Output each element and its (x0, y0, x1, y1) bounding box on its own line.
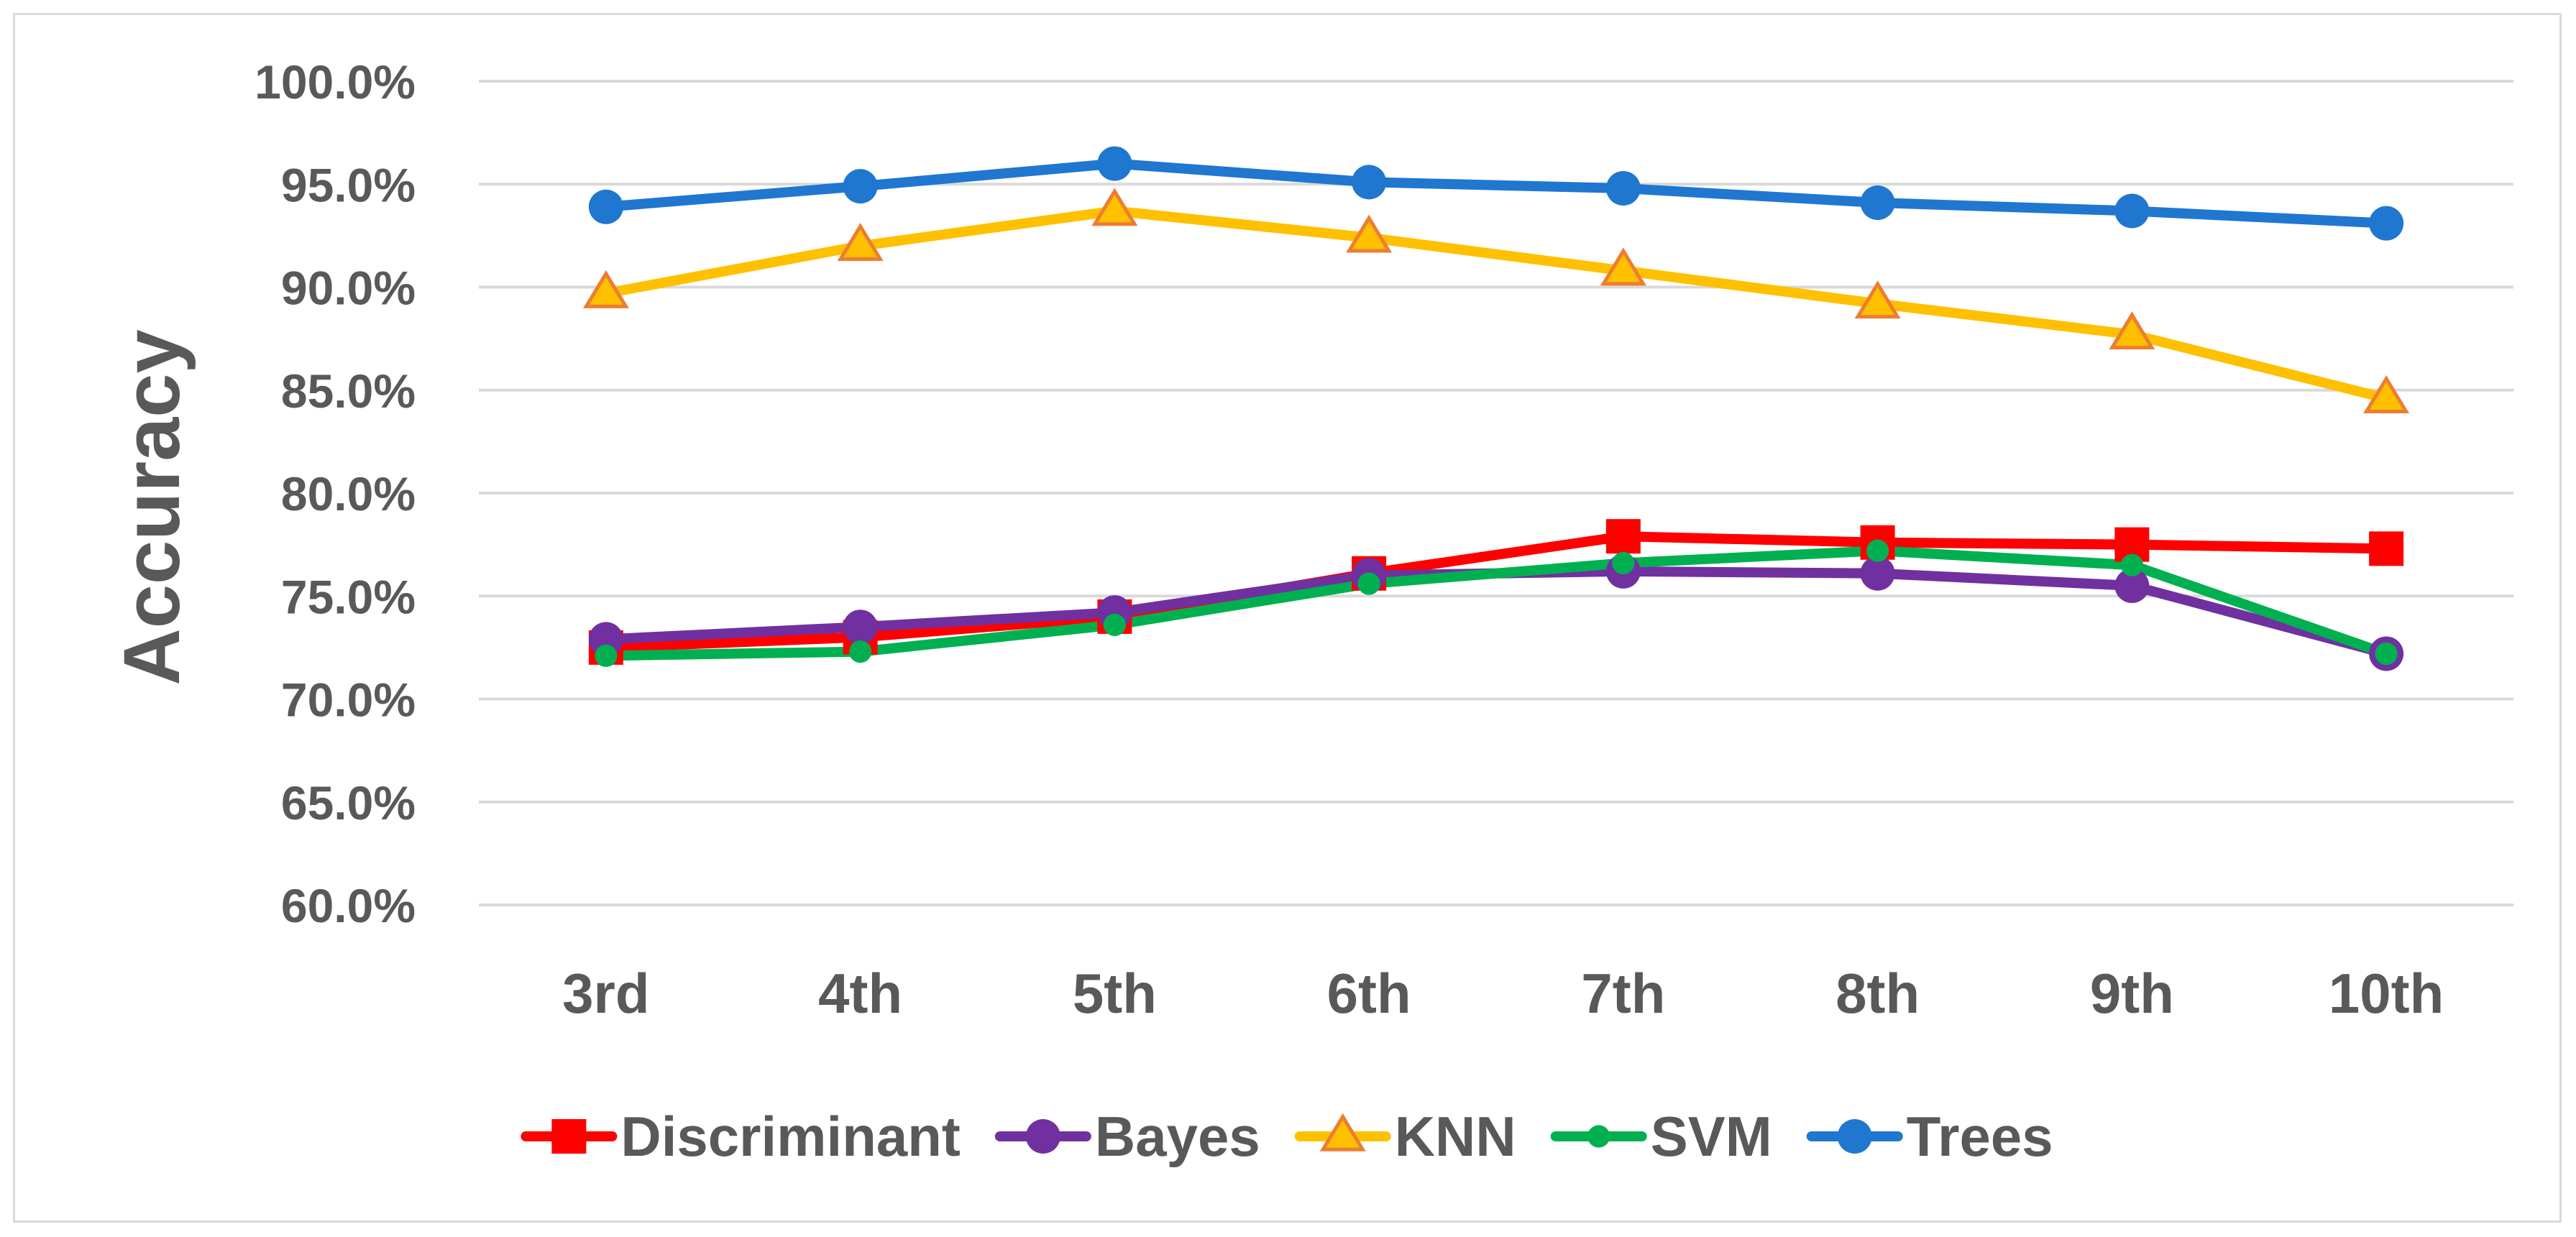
bayes-legend-label: Bayes (1095, 1105, 1260, 1168)
svm-data-point (1866, 539, 1889, 562)
chart-frame: 60.0% 65.0% 70.0% 75.0% 80.0% 85.0% 90.0% 95.0%… (13, 13, 2562, 1223)
knn-legend-label: KNN (1395, 1105, 1516, 1168)
knn-data-point (837, 223, 884, 261)
svm-data-point (2375, 642, 2398, 666)
y-tick-label: 75.0% (281, 570, 416, 623)
trees-data-point (588, 189, 623, 224)
legend: Discriminant Bayes KNN SVM Trees (521, 1105, 2053, 1168)
trees-data-point (2114, 193, 2150, 229)
x-tick-label: 5th (1073, 962, 1157, 1025)
svm-data-point (2120, 553, 2143, 576)
series-lines (600, 158, 2392, 661)
svm-data-point (1357, 572, 1380, 595)
trees-data-point (1605, 170, 1641, 206)
knn-series-line (600, 206, 2392, 404)
x-tick-label: 9th (2090, 962, 2174, 1025)
bayes-legend-marker (1025, 1119, 1060, 1154)
knn-legend-marker (1319, 1113, 1366, 1151)
discriminant-legend-marker (551, 1119, 587, 1154)
knn-data-point (1854, 280, 1901, 319)
x-tick-label: 6th (1327, 962, 1411, 1025)
y-tick-label: 90.0% (281, 262, 416, 315)
trees-data-point (1352, 165, 1387, 200)
discriminant-legend-label: Discriminant (620, 1105, 960, 1168)
svm-data-point (595, 644, 618, 667)
gridlines (479, 80, 2513, 906)
trees-legend-label: Trees (1907, 1105, 2053, 1168)
knn-data-point (2109, 311, 2155, 350)
svm-data-point (849, 640, 872, 663)
trees-data-point (1097, 146, 1132, 181)
knn-data-point (1346, 214, 1393, 253)
discriminant-data-point (2369, 531, 2404, 566)
bayes-data-point (843, 610, 878, 645)
y-tick-label: 65.0% (281, 776, 416, 829)
x-tick-label: 10th (2329, 962, 2444, 1025)
svm-series-line (600, 546, 2392, 661)
x-tick-label: 7th (1581, 962, 1665, 1025)
discriminant-data-point (1605, 519, 1641, 554)
bayes-data-point (2114, 568, 2150, 603)
bayes-data-point (1860, 556, 1895, 591)
y-tick-labels: 60.0% 65.0% 70.0% 75.0% 80.0% 85.0% 90.0% 95.0%… (255, 55, 416, 932)
x-tick-labels: 3rd 4th 5th 6th 7th 8th 9th 10th (562, 962, 2444, 1025)
svm-data-point (1612, 551, 1635, 575)
trees-series-line (600, 158, 2392, 229)
y-tick-label: 70.0% (281, 673, 416, 727)
knn-data-point (2363, 375, 2410, 413)
knn-data-point (1600, 247, 1646, 286)
bayes-data-point (588, 622, 623, 657)
y-tick-label: 95.0% (281, 158, 416, 211)
x-tick-label: 3rd (562, 962, 649, 1025)
trees-legend-marker (1837, 1119, 1872, 1154)
svm-legend-marker (1587, 1125, 1610, 1148)
trees-data-point (1860, 185, 1895, 221)
trees-data-point (2369, 206, 2404, 241)
knn-data-point (582, 270, 629, 308)
y-tick-label: 85.0% (281, 364, 416, 418)
discriminant-series-line (600, 531, 2392, 653)
y-tick-label: 80.0% (281, 467, 416, 520)
y-tick-label: 100.0% (255, 55, 416, 109)
line-chart: 60.0% 65.0% 70.0% 75.0% 80.0% 85.0% 90.0% 95.0%… (108, 55, 2513, 1168)
x-tick-label: 4th (818, 962, 902, 1025)
x-tick-label: 8th (1835, 962, 1920, 1025)
y-tick-label: 60.0% (281, 879, 416, 932)
series-markers (582, 146, 2410, 671)
y-axis-title: Accuracy (108, 329, 196, 685)
knn-data-point (1091, 188, 1138, 226)
svm-data-point (1103, 613, 1126, 636)
trees-data-point (843, 169, 878, 204)
svm-legend-label: SVM (1651, 1105, 1772, 1168)
